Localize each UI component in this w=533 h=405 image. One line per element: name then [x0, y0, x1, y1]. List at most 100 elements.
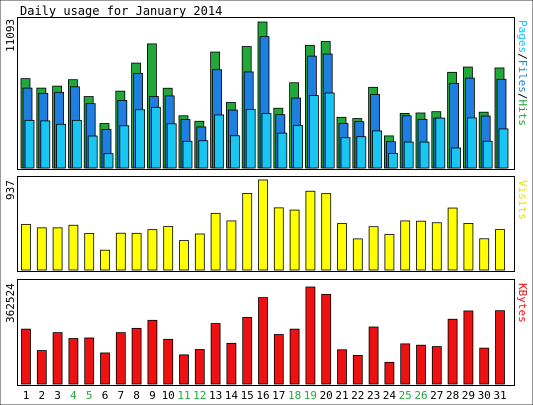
- kbytes-bar-day-3: [52, 332, 63, 385]
- day-label-18: 18: [288, 389, 301, 402]
- hits-panel-bars: [20, 21, 509, 169]
- pages-bar-day-29: [466, 117, 477, 169]
- pages-bar-day-22: [356, 136, 367, 169]
- day-label-30: 30: [478, 389, 491, 402]
- visits-bar-day-18: [289, 209, 300, 271]
- visits-bar-day-17: [273, 207, 284, 271]
- kbytes-bar-day-11: [179, 354, 189, 385]
- visits-bar-day-22: [352, 238, 363, 271]
- legend-visits: Visits: [516, 180, 529, 220]
- kbytes-bar-day-5: [84, 337, 95, 385]
- kbytes-bar-day-9: [147, 319, 158, 385]
- visits-bar-day-5: [84, 233, 95, 271]
- kbytes-bar-day-15: [242, 316, 253, 385]
- kbytes-bar-day-13: [210, 323, 221, 385]
- kbytes-bar-day-26: [416, 344, 426, 385]
- visits-bar-day-4: [68, 224, 79, 271]
- visits-bar-day-16: [258, 179, 268, 271]
- day-label-3: 3: [54, 389, 61, 402]
- day-label-11: 11: [177, 389, 190, 402]
- visits-bar-day-6: [100, 249, 110, 271]
- day-label-28: 28: [446, 389, 459, 402]
- visits-bar-day-13: [210, 212, 221, 271]
- pages-bar-day-27: [435, 117, 446, 169]
- pages-bar-day-31: [498, 128, 509, 169]
- pages-bar-day-7: [119, 125, 130, 169]
- day-label-29: 29: [462, 389, 475, 402]
- pages-bar-day-21: [340, 137, 351, 169]
- pages-bar-day-3: [56, 123, 66, 169]
- day-label-26: 26: [414, 389, 427, 402]
- kbytes-bar-day-28: [447, 318, 458, 385]
- kbytes-bar-day-14: [226, 342, 237, 385]
- pages-bar-day-14: [229, 135, 240, 169]
- x-axis-day-labels: 1 2 3 4 5 6 7 8 9 10 11 12 13 14 15 16 17 18 19 20 21 22 23 24 2…: [23, 389, 507, 402]
- kbytes-bar-day-31: [495, 310, 505, 385]
- visits-bar-day-19: [305, 190, 316, 271]
- pages-bar-day-25: [403, 141, 414, 169]
- visits-bar-day-11: [179, 240, 189, 271]
- day-label-13: 13: [209, 389, 222, 402]
- kbytes-bar-day-30: [479, 347, 490, 385]
- legend-files: Files: [516, 60, 529, 93]
- visits-bar-day-30: [479, 238, 490, 271]
- visits-max-label: 937: [4, 180, 17, 200]
- legend-kbytes: KBytes: [516, 283, 529, 323]
- pages-bar-day-23: [372, 130, 383, 169]
- hits-panel-legend: Pages/Files/Hits: [516, 20, 529, 126]
- pages-bar-day-15: [245, 109, 256, 169]
- visits-bar-day-15: [242, 193, 253, 271]
- kbytes-bar-day-25: [400, 343, 411, 385]
- visits-bar-day-21: [337, 223, 347, 271]
- day-label-19: 19: [304, 389, 317, 402]
- day-label-12: 12: [193, 389, 206, 402]
- kbytes-bar-day-18: [289, 328, 300, 385]
- day-label-27: 27: [430, 389, 443, 402]
- pages-bar-day-17: [277, 132, 288, 169]
- kbytes-bar-day-29: [463, 310, 474, 385]
- pages-bar-day-8: [135, 109, 146, 169]
- kbytes-bar-day-22: [352, 354, 363, 385]
- pages-bar-day-19: [308, 95, 319, 169]
- pages-bar-day-26: [419, 141, 430, 169]
- kbytes-panel-bars: [21, 286, 505, 385]
- legend-hits: Hits: [516, 100, 529, 127]
- kbytes-bar-day-8: [131, 327, 142, 385]
- day-label-6: 6: [102, 389, 109, 402]
- visits-bar-day-28: [447, 207, 458, 271]
- day-label-24: 24: [383, 389, 397, 402]
- visits-bar-day-24: [384, 234, 395, 271]
- kbytes-bar-day-23: [368, 326, 379, 385]
- pages-bar-day-18: [293, 125, 304, 169]
- day-label-7: 7: [117, 389, 124, 402]
- pages-bar-day-10: [166, 123, 177, 169]
- kbytes-bar-day-2: [36, 350, 47, 385]
- pages-bar-day-12: [198, 140, 209, 169]
- visits-bar-day-10: [163, 226, 174, 271]
- day-label-31: 31: [493, 389, 506, 402]
- visits-bar-day-23: [368, 226, 379, 271]
- day-label-5: 5: [86, 389, 93, 402]
- kbytes-bar-day-24: [384, 361, 395, 385]
- kbytes-bar-day-7: [115, 332, 126, 385]
- visits-bar-day-14: [226, 220, 237, 271]
- visits-bar-day-29: [463, 223, 474, 271]
- chart-title: Daily usage for January 2014: [20, 4, 222, 18]
- pages-bar-day-11: [182, 140, 193, 169]
- visits-bar-day-25: [400, 220, 411, 271]
- kbytes-bar-day-20: [321, 293, 332, 385]
- kbytes-bar-day-19: [305, 286, 316, 385]
- pages-bar-day-30: [482, 140, 493, 169]
- pages-bar-day-2: [40, 120, 51, 169]
- kbytes-bar-day-1: [21, 328, 31, 385]
- visits-bar-day-12: [194, 233, 205, 271]
- kbytes-bar-day-27: [431, 346, 442, 385]
- pages-bar-day-13: [214, 114, 225, 169]
- pages-bar-day-6: [103, 153, 114, 169]
- pages-bar-day-20: [324, 92, 335, 169]
- visits-bar-day-3: [52, 227, 63, 271]
- kbytes-bar-day-4: [68, 338, 79, 385]
- day-label-4: 4: [70, 389, 77, 402]
- hits-max-label: 11093: [4, 19, 17, 52]
